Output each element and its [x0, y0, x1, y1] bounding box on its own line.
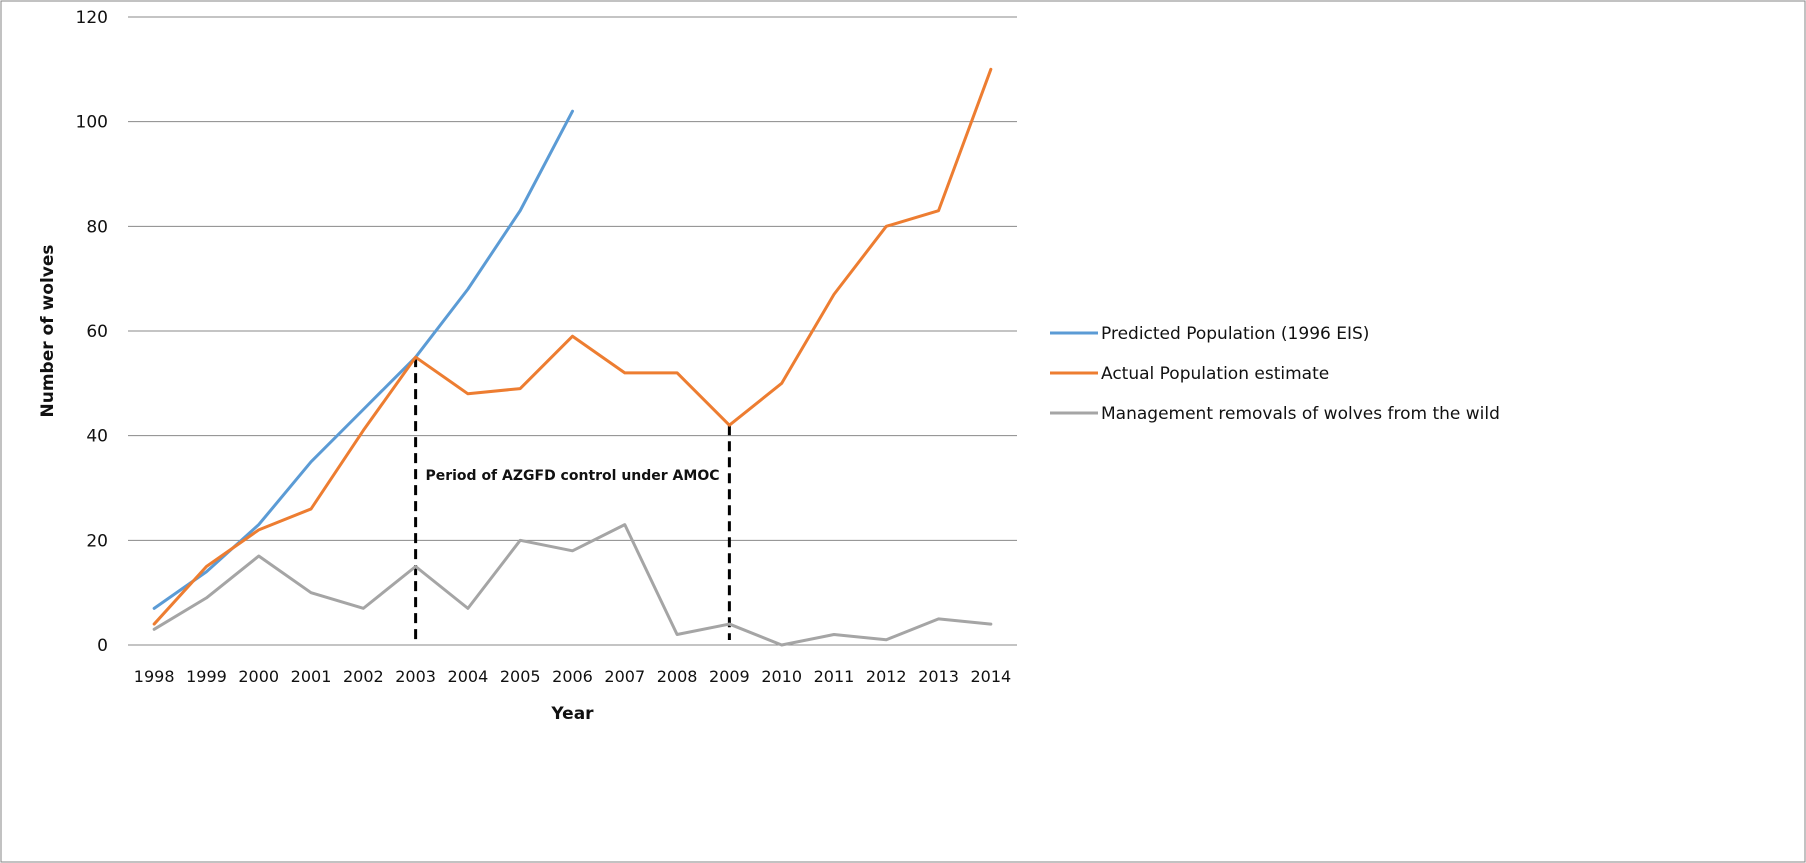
y-tick-label: 0	[97, 636, 108, 656]
x-tick-label: 2012	[866, 667, 907, 686]
x-tick-label: 2011	[814, 667, 855, 686]
x-tick-label: 2014	[970, 667, 1011, 686]
y-tick-label: 80	[86, 217, 108, 237]
y-tick-label: 100	[76, 113, 108, 133]
x-tick-label: 2013	[918, 667, 959, 686]
x-tick-label: 2010	[761, 667, 802, 686]
legend-label-2: Actual Population estimate	[1101, 364, 1329, 384]
x-axis-title: Year	[550, 704, 594, 724]
x-tick-label: 2002	[343, 667, 384, 686]
y-tick-label: 20	[86, 531, 108, 551]
x-tick-label: 2006	[552, 667, 593, 686]
x-tick-label: 2007	[604, 667, 645, 686]
legend-label-3: Management removals of wolves from the w…	[1101, 404, 1500, 424]
series-line-1	[152, 109, 574, 610]
y-tick-label: 120	[76, 8, 108, 28]
x-tick-label: 2004	[448, 667, 489, 686]
legend-label-1: Predicted Population (1996 EIS)	[1101, 324, 1369, 344]
x-tick-label: 2005	[500, 667, 541, 686]
x-tick-label: 2000	[238, 667, 279, 686]
x-tick-label: 1999	[186, 667, 227, 686]
x-tick-label: 1998	[134, 667, 175, 686]
series-line-2	[152, 67, 993, 626]
x-tick-label: 2008	[657, 667, 698, 686]
x-tick-label: 2003	[395, 667, 436, 686]
y-tick-label: 40	[86, 427, 108, 447]
annotation-label: Period of AZGFD control under AMOC	[425, 468, 719, 484]
series-line-3	[152, 523, 993, 647]
y-tick-label: 60	[86, 322, 108, 342]
y-axis-title: Number of wolves	[38, 245, 58, 418]
x-tick-label: 2009	[709, 667, 750, 686]
x-tick-label: 2001	[291, 667, 332, 686]
